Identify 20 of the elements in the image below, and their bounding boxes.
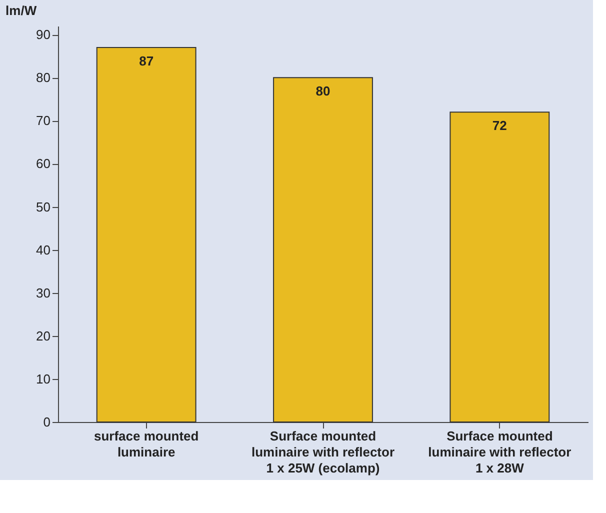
y-tick-label: 50: [36, 199, 50, 214]
y-tick-label: 30: [36, 285, 50, 300]
y-tick-label: 0: [43, 414, 50, 430]
data-label: 72: [492, 118, 507, 134]
x-tick-label: Surface mounted luminaire with reflector 1 x 28W: [428, 428, 572, 476]
bar: [450, 112, 550, 422]
x-tick-label: surface mounted luminaire: [94, 428, 199, 460]
bar: [273, 77, 373, 422]
y-tick-label: 60: [36, 156, 50, 172]
y-axis-title: lm/W: [6, 3, 38, 18]
y-tick-label: 80: [36, 70, 50, 86]
y-tick-label: 10: [36, 371, 50, 386]
data-label: 87: [139, 54, 154, 69]
y-tick-label: 90: [36, 27, 50, 42]
y-tick-label: 40: [36, 242, 50, 258]
y-tick-label: 20: [36, 328, 50, 344]
y-tick-label: 70: [36, 113, 50, 128]
data-label: 80: [316, 84, 330, 99]
x-tick-label: Surface mounted luminaire with reflector 1 x 25W (ecolamp): [251, 428, 395, 476]
bar: [96, 47, 196, 422]
